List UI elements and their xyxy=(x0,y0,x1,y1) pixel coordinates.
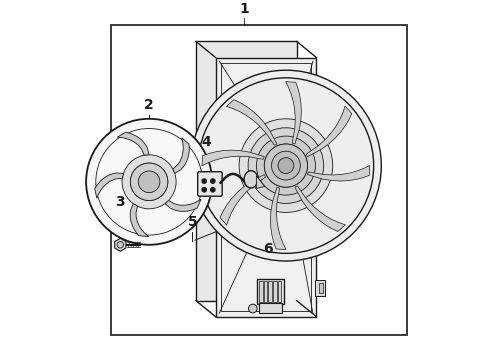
Circle shape xyxy=(248,304,257,313)
Circle shape xyxy=(271,151,300,180)
Text: 1: 1 xyxy=(239,2,249,16)
Circle shape xyxy=(122,155,176,209)
Polygon shape xyxy=(164,199,201,211)
Bar xyxy=(258,281,262,302)
Polygon shape xyxy=(95,173,123,198)
Polygon shape xyxy=(305,106,351,157)
Bar xyxy=(314,280,324,296)
Circle shape xyxy=(210,179,215,183)
Bar xyxy=(258,303,282,313)
Circle shape xyxy=(202,188,206,192)
Text: 4: 4 xyxy=(202,135,211,149)
Bar xyxy=(314,78,324,94)
Circle shape xyxy=(138,171,160,193)
Bar xyxy=(319,82,322,91)
Bar xyxy=(263,281,266,302)
Polygon shape xyxy=(130,204,148,237)
Circle shape xyxy=(247,128,323,203)
Circle shape xyxy=(264,144,307,187)
Circle shape xyxy=(264,144,307,187)
Bar xyxy=(272,281,276,302)
Bar xyxy=(111,25,406,335)
Polygon shape xyxy=(307,165,369,181)
Polygon shape xyxy=(202,150,264,166)
Circle shape xyxy=(210,188,215,192)
Polygon shape xyxy=(256,176,264,188)
Circle shape xyxy=(117,242,123,248)
Polygon shape xyxy=(196,41,296,301)
Polygon shape xyxy=(270,187,285,249)
Text: 6: 6 xyxy=(263,242,272,256)
Circle shape xyxy=(256,136,315,195)
Polygon shape xyxy=(294,186,345,231)
Circle shape xyxy=(202,179,206,183)
Polygon shape xyxy=(215,58,316,317)
Polygon shape xyxy=(226,100,276,145)
Circle shape xyxy=(277,158,293,174)
Text: 2: 2 xyxy=(144,98,154,112)
Circle shape xyxy=(138,171,160,193)
Circle shape xyxy=(190,70,381,261)
Polygon shape xyxy=(220,175,265,225)
Circle shape xyxy=(130,163,167,201)
Circle shape xyxy=(239,119,332,212)
Polygon shape xyxy=(173,138,189,174)
Bar xyxy=(319,283,322,293)
Bar xyxy=(268,281,271,302)
Polygon shape xyxy=(115,238,125,251)
Circle shape xyxy=(86,119,212,245)
Text: 3: 3 xyxy=(115,195,125,209)
Circle shape xyxy=(130,163,167,201)
Bar xyxy=(257,279,284,304)
Bar xyxy=(277,281,281,302)
Circle shape xyxy=(271,151,300,180)
Polygon shape xyxy=(117,132,149,155)
Text: 5: 5 xyxy=(187,215,197,229)
Polygon shape xyxy=(285,82,301,144)
FancyBboxPatch shape xyxy=(197,172,222,196)
Ellipse shape xyxy=(244,171,257,188)
Circle shape xyxy=(277,158,293,174)
